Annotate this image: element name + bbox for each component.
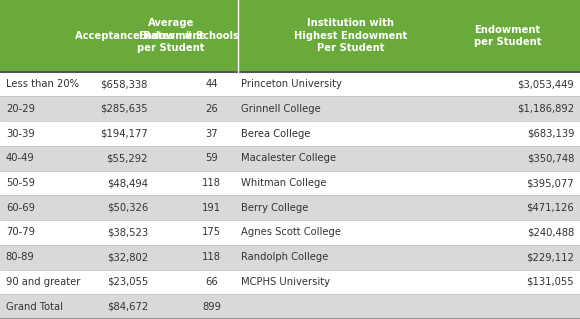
Text: Grinnell College: Grinnell College xyxy=(241,104,320,114)
Bar xyxy=(0,171,580,195)
Bar xyxy=(0,270,580,294)
Bar xyxy=(0,220,580,245)
Text: 118: 118 xyxy=(202,178,221,188)
Text: Institution with
Highest Endowment
Per Student: Institution with Highest Endowment Per S… xyxy=(294,19,408,53)
Bar xyxy=(0,121,580,146)
Text: $55,292: $55,292 xyxy=(106,153,148,163)
Text: 59: 59 xyxy=(205,153,218,163)
Bar xyxy=(0,146,580,171)
Text: 20-29: 20-29 xyxy=(6,104,35,114)
Text: 90 and greater: 90 and greater xyxy=(6,277,80,287)
Text: $350,748: $350,748 xyxy=(527,153,574,163)
Text: $38,523: $38,523 xyxy=(107,227,148,237)
Text: Berry College: Berry College xyxy=(241,203,308,213)
Text: Berea College: Berea College xyxy=(241,129,310,138)
Text: $3,053,449: $3,053,449 xyxy=(517,79,574,89)
Text: Macalester College: Macalester College xyxy=(241,153,336,163)
Text: $240,488: $240,488 xyxy=(527,227,574,237)
Text: $395,077: $395,077 xyxy=(527,178,574,188)
Text: $32,802: $32,802 xyxy=(107,252,148,262)
Text: Agnes Scott College: Agnes Scott College xyxy=(241,227,340,237)
Bar xyxy=(0,96,580,121)
Text: $48,494: $48,494 xyxy=(107,178,148,188)
Text: Randolph College: Randolph College xyxy=(241,252,328,262)
Text: Whitman College: Whitman College xyxy=(241,178,326,188)
Text: $131,055: $131,055 xyxy=(527,277,574,287)
Text: $194,177: $194,177 xyxy=(100,129,148,138)
Text: 60-69: 60-69 xyxy=(6,203,35,213)
Text: $23,055: $23,055 xyxy=(107,277,148,287)
Text: $229,112: $229,112 xyxy=(526,252,574,262)
Text: $50,326: $50,326 xyxy=(107,203,148,213)
Text: 70-79: 70-79 xyxy=(6,227,35,237)
Text: Acceptance Rates: Acceptance Rates xyxy=(75,31,175,41)
Text: 50-59: 50-59 xyxy=(6,178,35,188)
Text: 40-49: 40-49 xyxy=(6,153,35,163)
Text: 26: 26 xyxy=(205,104,218,114)
Text: Princeton University: Princeton University xyxy=(241,79,342,89)
Bar xyxy=(0,294,580,319)
Text: # Schools: # Schools xyxy=(184,31,239,41)
Text: 44: 44 xyxy=(205,79,218,89)
Text: $471,126: $471,126 xyxy=(527,203,574,213)
Text: 175: 175 xyxy=(202,227,221,237)
Bar xyxy=(0,0,580,72)
Text: Average
Endowment
per Student: Average Endowment per Student xyxy=(137,19,205,53)
Text: $285,635: $285,635 xyxy=(100,104,148,114)
Text: 191: 191 xyxy=(202,203,221,213)
Text: Grand Total: Grand Total xyxy=(6,302,63,312)
Text: 30-39: 30-39 xyxy=(6,129,35,138)
Bar xyxy=(0,195,580,220)
Text: 118: 118 xyxy=(202,252,221,262)
Bar xyxy=(0,245,580,270)
Text: MCPHS University: MCPHS University xyxy=(241,277,329,287)
Text: $1,186,892: $1,186,892 xyxy=(517,104,574,114)
Text: $683,139: $683,139 xyxy=(527,129,574,138)
Bar xyxy=(0,72,580,96)
Text: Endowment
per Student: Endowment per Student xyxy=(474,25,541,47)
Text: Less than 20%: Less than 20% xyxy=(6,79,79,89)
Text: 899: 899 xyxy=(202,302,221,312)
Text: 37: 37 xyxy=(205,129,218,138)
Text: 80-89: 80-89 xyxy=(6,252,35,262)
Text: 66: 66 xyxy=(205,277,218,287)
Text: $84,672: $84,672 xyxy=(107,302,148,312)
Text: $658,338: $658,338 xyxy=(100,79,148,89)
